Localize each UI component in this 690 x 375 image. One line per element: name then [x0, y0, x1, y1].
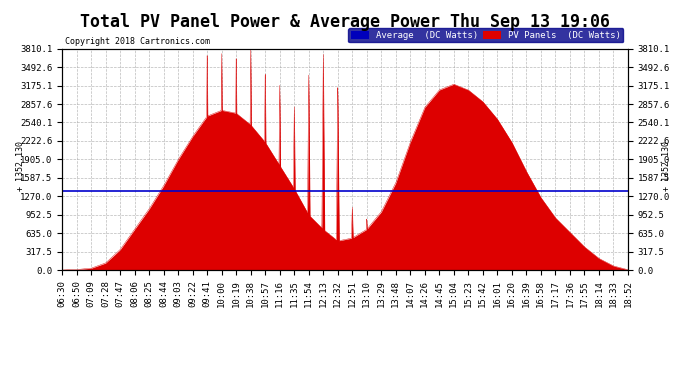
Legend: Average  (DC Watts), PV Panels  (DC Watts): Average (DC Watts), PV Panels (DC Watts): [348, 28, 623, 42]
Text: + 1352.130: + 1352.130: [16, 141, 25, 192]
Text: Copyright 2018 Cartronics.com: Copyright 2018 Cartronics.com: [65, 37, 210, 46]
Text: + 1352.130: + 1352.130: [662, 141, 671, 192]
Text: Total PV Panel Power & Average Power Thu Sep 13 19:06: Total PV Panel Power & Average Power Thu…: [80, 13, 610, 31]
